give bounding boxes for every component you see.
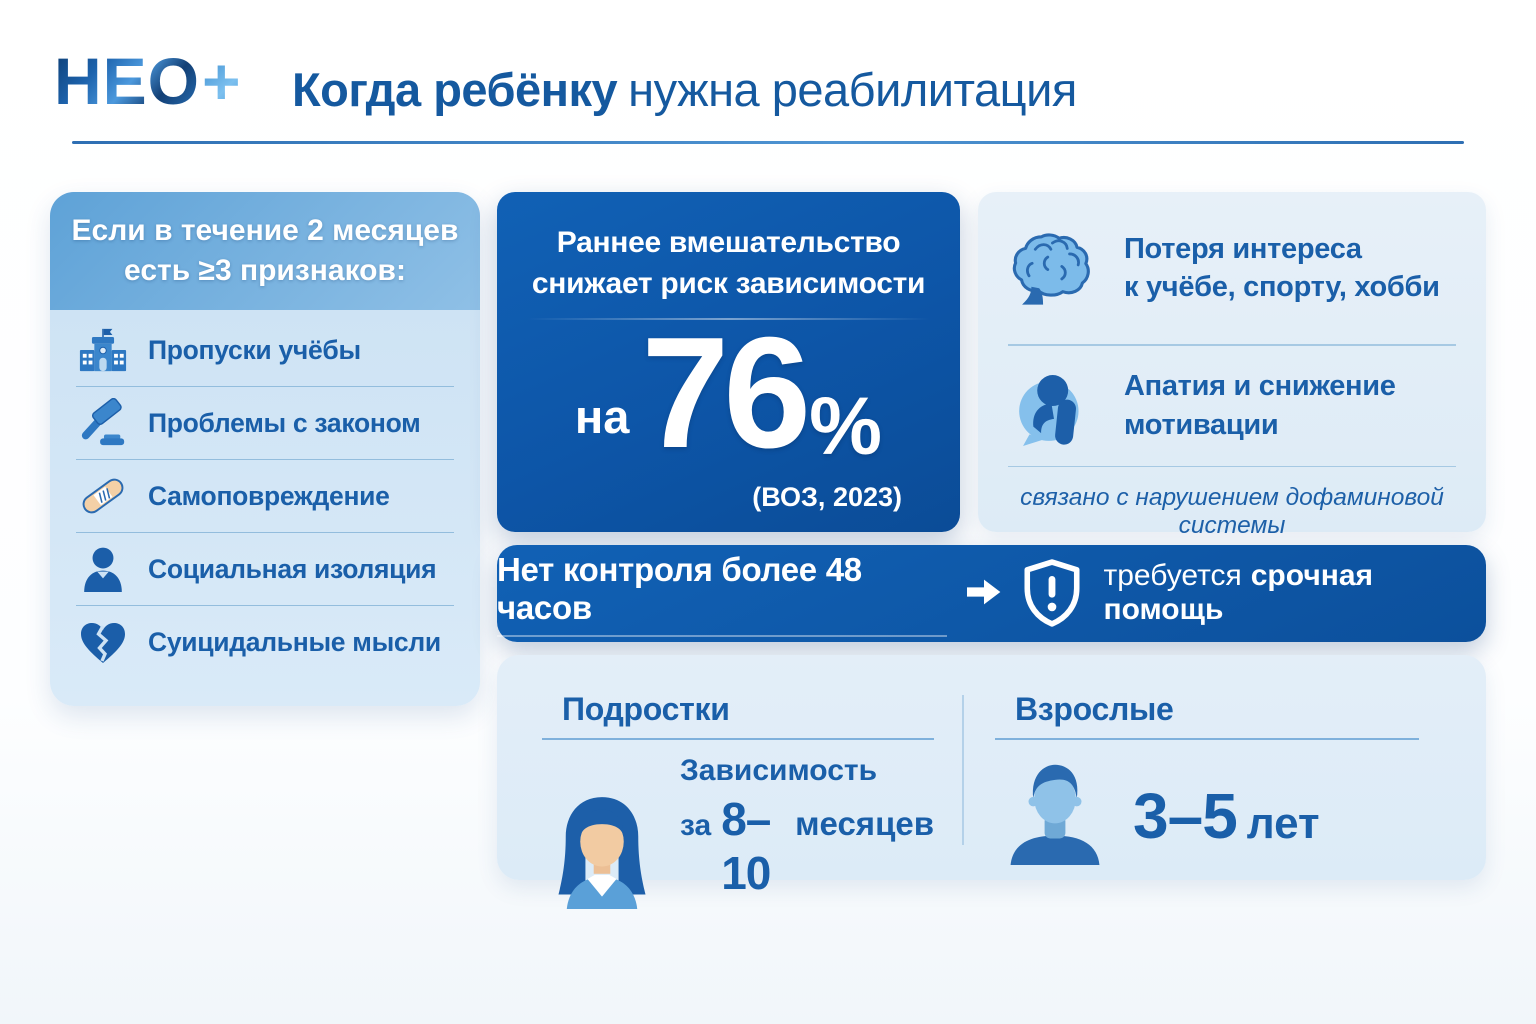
teens-column: Подростки Зависимость за — [542, 655, 934, 909]
symptoms-footnote: связано с нарушением дофаминовой системы — [1020, 484, 1444, 539]
symptom-line2: к учёбе, спорту, хобби — [1124, 271, 1440, 303]
warning-signs-list: Пропуски учёбы Проблемы с законом — [50, 310, 480, 679]
urgent-help-banner: Нет контроля более 48 часов требуется сро… — [497, 545, 1486, 642]
list-item-label: Суицидальные мысли — [148, 627, 441, 657]
symptom-row: Апатия и снижение мотивации — [978, 346, 1486, 466]
warning-signs-panel: Если в течение 2 месяцев есть ≥3 признак… — [50, 192, 480, 706]
list-item: Самоповреждение — [76, 460, 454, 533]
teens-duration-prefix: за — [680, 809, 712, 842]
symptom-line1: Апатия и снижение — [1124, 370, 1396, 403]
symptom-text: Потеря интереса к учёбе, спорту, хобби — [1124, 230, 1440, 307]
man-avatar — [1003, 754, 1107, 875]
teen-girl-avatar — [550, 793, 654, 914]
teens-label: Зависимость — [680, 754, 878, 787]
list-item: Проблемы с законом — [76, 387, 454, 460]
stat-value: 76 — [641, 304, 811, 481]
shield-alert-icon — [1021, 558, 1083, 627]
person-icon — [76, 546, 130, 592]
teens-title: Подростки — [542, 691, 934, 740]
teens-duration-suffix: месяцев — [795, 805, 934, 842]
stat-divider — [527, 318, 930, 320]
list-item-label: Пропуски учёбы — [148, 334, 361, 365]
page-title: Когда ребёнку нужна реабилитация — [292, 62, 1077, 117]
warning-signs-header-line2: есть ≥3 признаков: — [124, 254, 406, 287]
logo-plus-icon: + — [202, 44, 242, 118]
stat-line1: Раннее вмешательство — [556, 226, 901, 259]
neo-plus-logo: НЕО+ — [54, 48, 242, 114]
adults-duration: 3–5 лет — [1133, 779, 1320, 853]
broken-heart-icon — [76, 621, 130, 665]
brain-icon — [1008, 229, 1100, 307]
list-item: Суицидальные мысли — [76, 606, 454, 679]
adults-text: 3–5 лет — [1133, 779, 1320, 875]
page-title-bold: Когда ребёнку — [292, 63, 618, 116]
stat-prefix: на — [574, 389, 630, 443]
teens-duration: за 8–10 месяцев — [680, 792, 934, 900]
alert-action-regular: требуется — [1103, 558, 1242, 592]
timeline-divider — [962, 695, 964, 845]
gavel-icon — [76, 398, 130, 448]
adults-body: 3–5 лет — [995, 754, 1419, 875]
list-item: Социальная изоляция — [76, 533, 454, 606]
list-item-label: Социальная изоляция — [148, 553, 437, 584]
alert-action: требуется срочная помощь — [1103, 559, 1486, 627]
alert-condition: Нет контроля более 48 часов — [497, 551, 948, 637]
stat-number: на 76 % — [497, 312, 960, 472]
bandage-icon — [76, 471, 130, 521]
page-title-regular: нужна реабилитация — [628, 63, 1077, 116]
list-item: Пропуски учёбы — [76, 314, 454, 387]
teens-body: Зависимость за 8–10 месяцев — [542, 754, 934, 914]
early-intervention-stat-panel: Раннее вмешательство снижает риск зависи… — [497, 192, 960, 532]
adults-duration-value: 3–5 — [1133, 780, 1238, 852]
stat-source: (ВОЗ, 2023) — [752, 481, 902, 512]
teens-duration-value: 8–10 — [721, 793, 771, 899]
logo-text: НЕО — [54, 44, 201, 118]
header-divider — [72, 141, 1464, 144]
warning-signs-header-line1: Если в течение 2 месяцев — [71, 214, 459, 248]
teens-text: Зависимость за 8–10 месяцев — [680, 754, 934, 914]
adults-duration-suffix: лет — [1246, 799, 1320, 848]
arrow-right-icon — [967, 577, 1001, 607]
addiction-timeline-panel: Подростки Зависимость за — [497, 655, 1486, 909]
alert-action-bold: срочная помощь — [1103, 558, 1374, 626]
stat-line2: снижает риск зависимости — [531, 267, 926, 301]
adults-column: Взрослые 3–5 лет — [995, 655, 1419, 880]
list-item-label: Проблемы с законом — [148, 407, 421, 438]
warning-signs-header: Если в течение 2 месяцев есть ≥3 признак… — [50, 192, 480, 310]
apathy-icon — [1008, 366, 1100, 446]
stat-unit: % — [809, 380, 883, 472]
symptom-line1: Потеря интереса — [1124, 232, 1362, 265]
school-icon — [76, 326, 130, 374]
adults-title: Взрослые — [995, 691, 1419, 740]
list-item-label: Самоповреждение — [148, 480, 390, 511]
symptom-row: Потеря интереса к учёбе, спорту, хобби — [978, 192, 1486, 344]
symptoms-divider — [1008, 465, 1456, 467]
symptom-text: Апатия и снижение мотивации — [1124, 367, 1396, 444]
symptoms-panel: Потеря интереса к учёбе, спорту, хобби А… — [978, 192, 1486, 539]
symptom-line2: мотивации — [1124, 408, 1279, 441]
symptoms-divider — [1008, 344, 1456, 346]
